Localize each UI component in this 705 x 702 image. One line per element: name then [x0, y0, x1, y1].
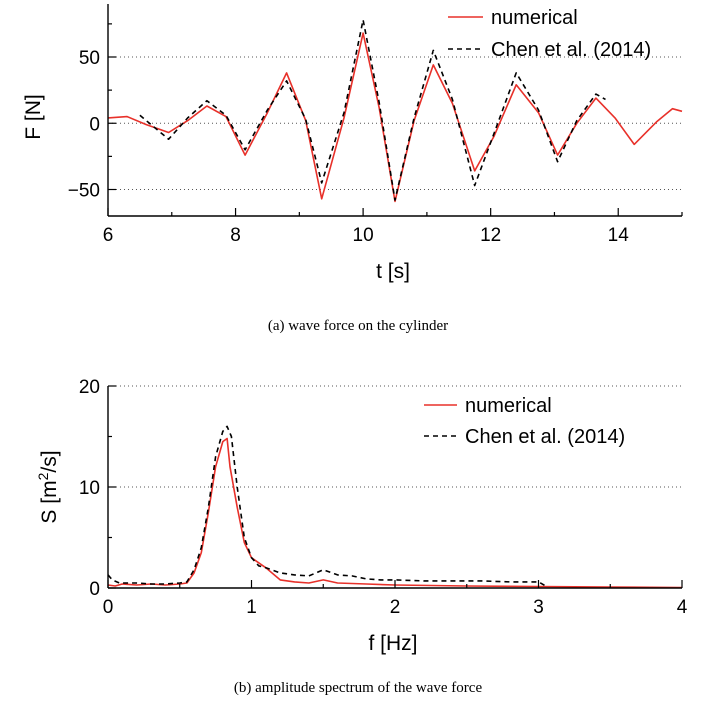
x-tick-label: 8 — [230, 225, 241, 246]
x-tick-label: 12 — [480, 225, 501, 246]
caption-b: (b) amplitude spectrum of the wave force — [234, 680, 483, 696]
ticks-b: 0 1 2 3 4 0 10 20 — [79, 377, 688, 618]
y-axis-label-b-tail: /s] — [38, 450, 61, 472]
x-tick-label: 14 — [608, 225, 630, 246]
legend-a-label-chen: Chen et al. (2014) — [491, 39, 651, 61]
x-tick-label: 4 — [677, 597, 688, 618]
x-tick-label: 3 — [533, 597, 544, 618]
y-tick-label: 0 — [89, 579, 100, 600]
y-axis-label-b-sup: 2 — [35, 472, 51, 480]
y-axis-label-a: F [N] — [22, 94, 45, 140]
x-tick-label: 6 — [103, 225, 114, 246]
x-axis-label-b: f [Hz] — [368, 632, 417, 655]
legend-a-label-numerical: numerical — [491, 7, 578, 29]
plot-area-a — [107, 19, 683, 203]
panel-a: 6 8 10 12 14 −50 0 50 t [s] F [N] numerical Che… — [22, 4, 683, 334]
axes-b — [107, 386, 682, 589]
y-axis-label-b-main: S [m — [38, 480, 61, 523]
axes-a — [107, 4, 682, 217]
x-tick-label: 0 — [103, 597, 114, 618]
x-tick-label: 10 — [353, 225, 374, 246]
grid-a — [108, 56, 682, 190]
legend-a: numerical Chen et al. (2014) — [448, 7, 651, 61]
series-numerical-line — [107, 437, 683, 589]
legend-b-label-numerical: numerical — [465, 395, 552, 417]
series-numerical-line — [107, 32, 683, 203]
y-tick-label: −50 — [68, 181, 100, 202]
x-tick-label: 2 — [390, 597, 401, 618]
legend-b: numerical Chen et al. (2014) — [424, 395, 625, 448]
y-axis-label-b: S [m2/s] — [35, 450, 61, 523]
series-chen-line — [139, 19, 606, 201]
y-tick-label: 20 — [79, 377, 100, 398]
x-axis-label-a: t [s] — [376, 260, 410, 283]
y-tick-label: 10 — [79, 478, 100, 499]
x-tick-label: 1 — [246, 597, 257, 618]
series-chen-line — [107, 425, 547, 587]
ticks-a: 6 8 10 12 14 −50 0 50 — [68, 23, 683, 246]
plot-area-b — [107, 425, 683, 589]
y-tick-label: 50 — [79, 48, 100, 69]
legend-b-label-chen: Chen et al. (2014) — [465, 426, 625, 448]
y-tick-label: 0 — [89, 114, 100, 135]
caption-a: (a) wave force on the cylinder — [268, 318, 448, 334]
